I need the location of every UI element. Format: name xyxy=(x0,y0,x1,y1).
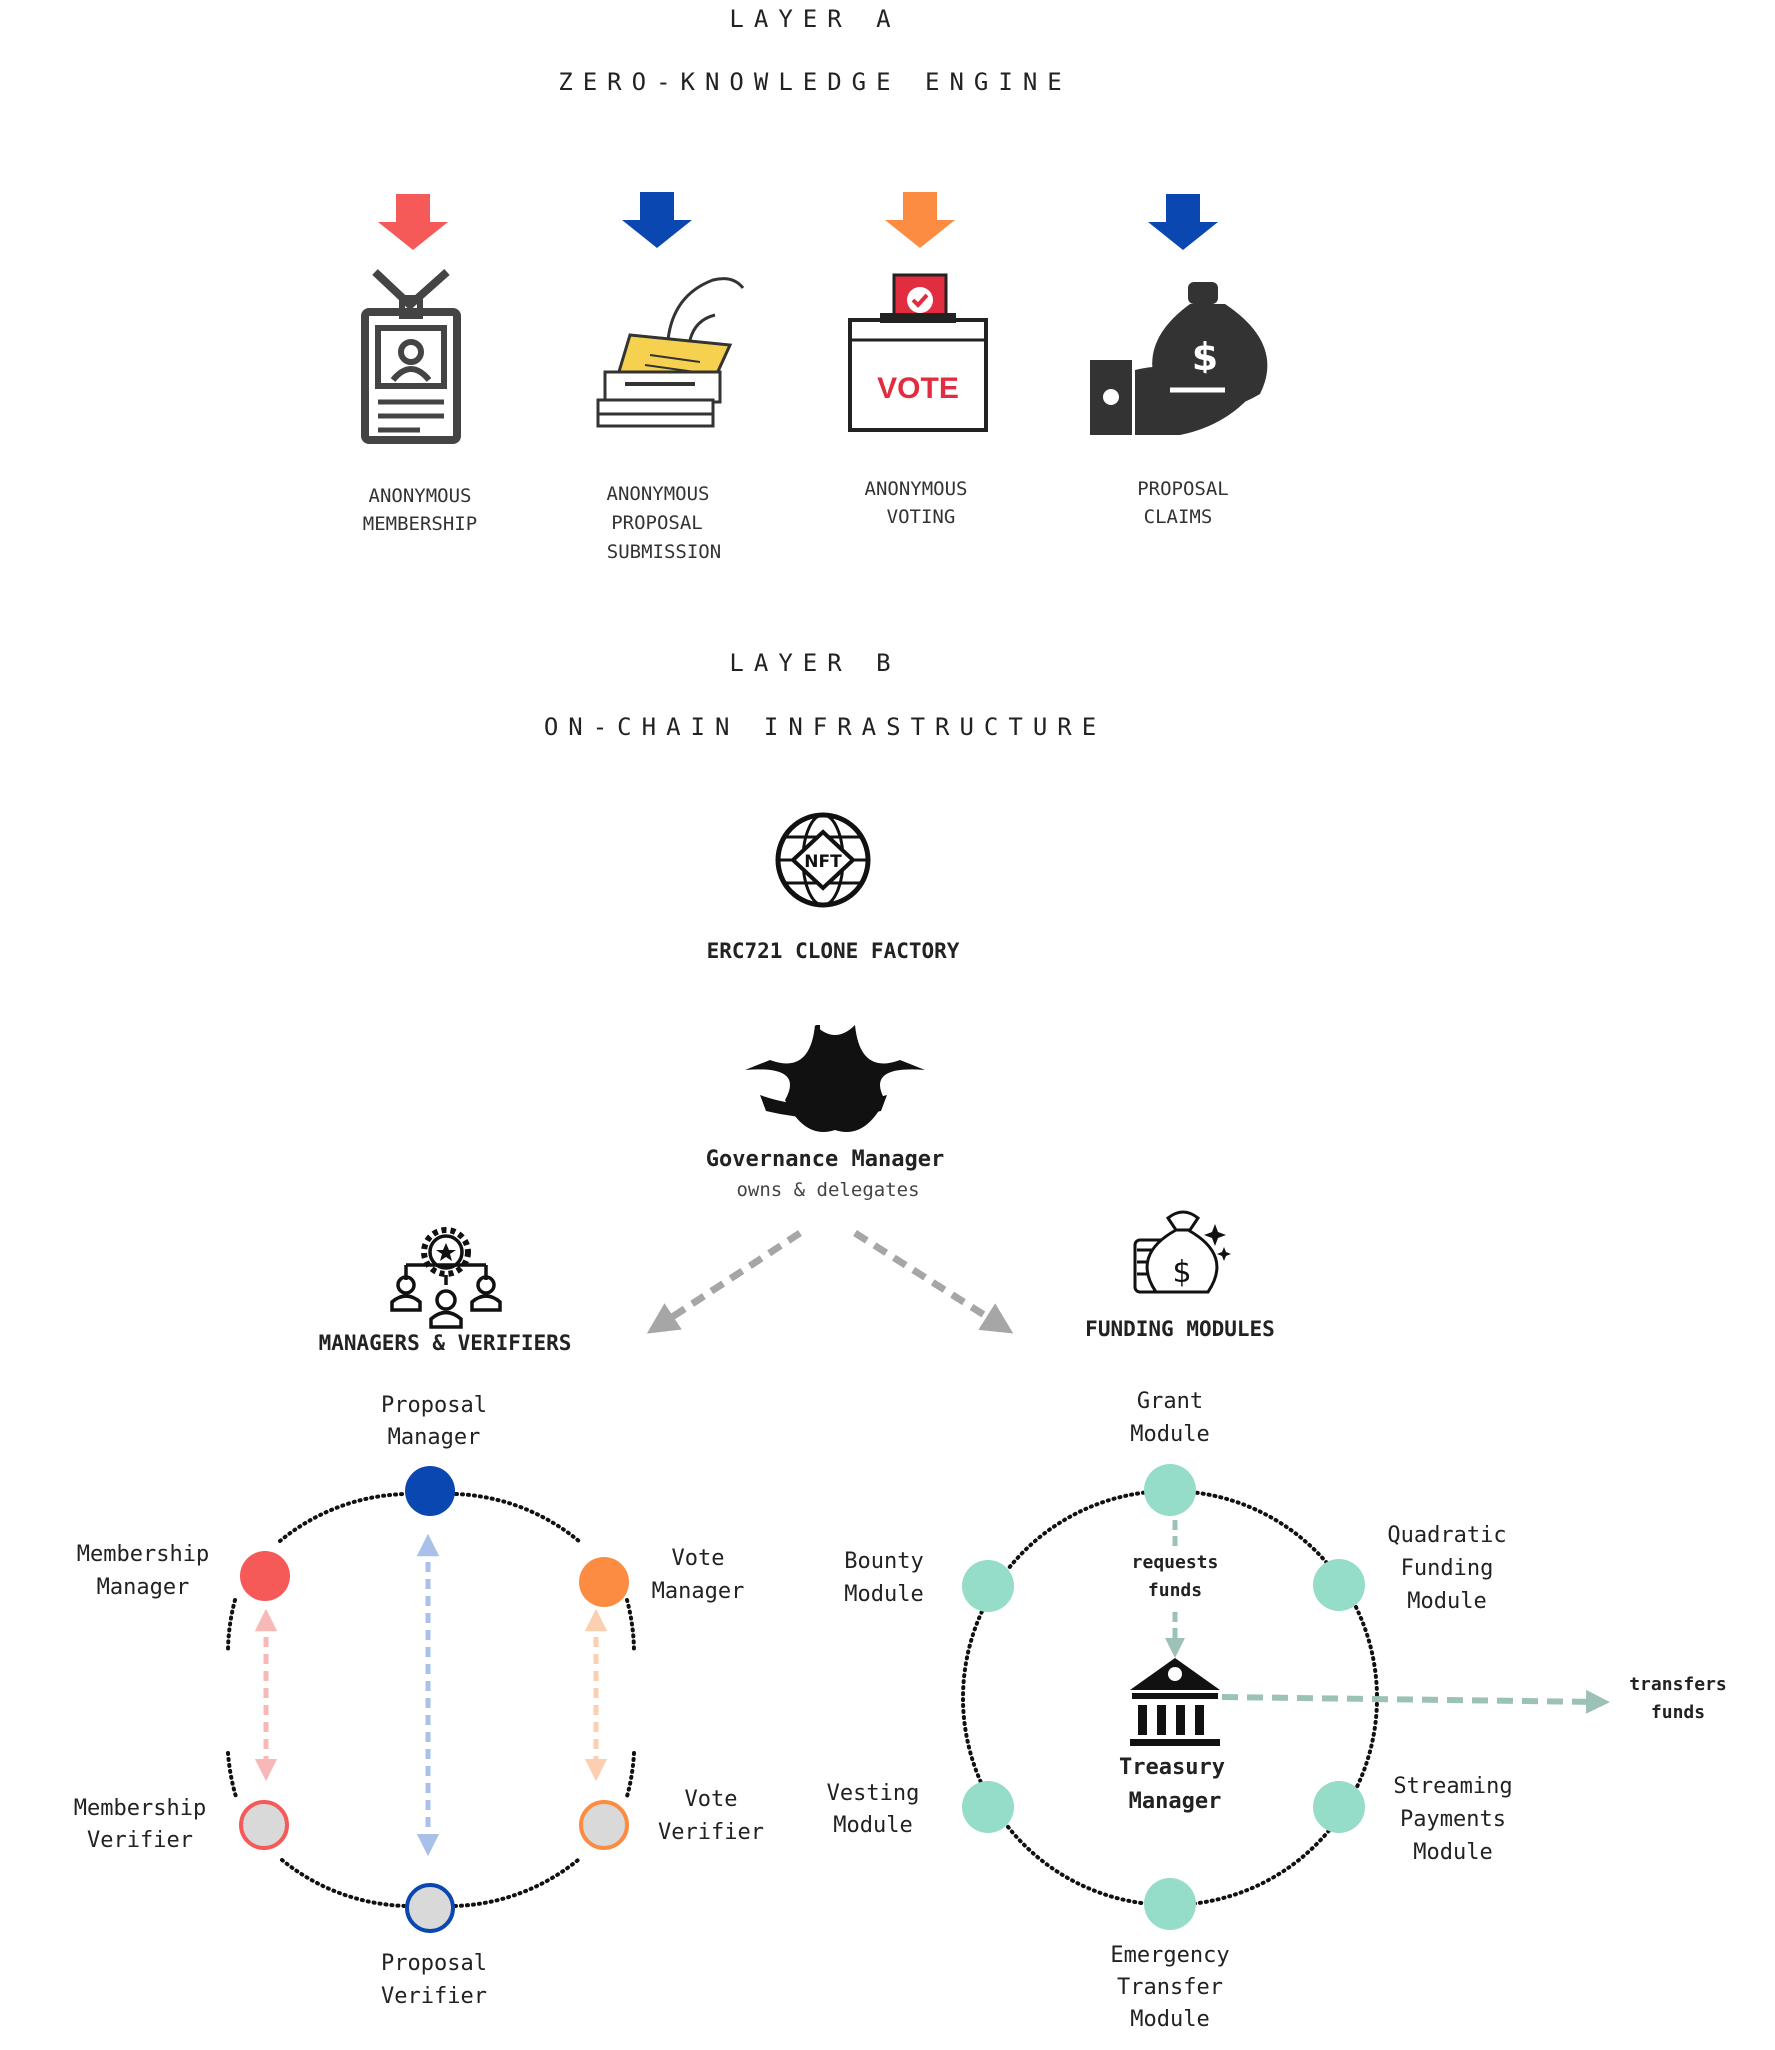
funding-modules-label: FUNDING MODULES xyxy=(1085,1317,1275,1341)
vesting-module-node[interactable] xyxy=(962,1781,1014,1833)
proposal-manager-label: Proposal Manager xyxy=(381,1393,487,1450)
bounty-module-node[interactable] xyxy=(962,1560,1014,1612)
grant-module-label: Grant Module xyxy=(1130,1389,1209,1447)
membership-manager-node[interactable] xyxy=(240,1551,290,1601)
emergency-transfer-module-node[interactable] xyxy=(1144,1878,1196,1930)
nft-globe-icon: NFT xyxy=(775,812,871,908)
feature-label-membership: ANONYMOUS MEMBERSHIP xyxy=(363,485,477,535)
treasury-manager-label: Treasury Manager xyxy=(1119,1755,1225,1814)
managers-ring xyxy=(226,1492,636,1908)
arrow-down-icon xyxy=(1148,194,1218,250)
delegation-arrow-left xyxy=(646,1230,802,1334)
layer-b-title: LAYER B xyxy=(729,649,900,677)
svg-text:$: $ xyxy=(1172,1255,1191,1290)
governance-manager-label: Governance Manager xyxy=(706,1147,944,1172)
transfers-funds-arrow xyxy=(1221,1689,1610,1714)
proposal-verifier-node[interactable] xyxy=(405,1883,455,1933)
emergency-transfer-module-label: Emergency Transfer Module xyxy=(1110,1943,1229,2032)
ballot-box-icon: VOTE xyxy=(848,273,988,432)
proposal-manager-node[interactable] xyxy=(405,1466,455,1516)
bank-icon xyxy=(1130,1658,1220,1746)
team-gear-icon xyxy=(390,1227,502,1329)
layer-a-title: LAYER A xyxy=(729,5,900,33)
feature-label-claims: PROPOSAL CLAIMS xyxy=(1137,478,1229,528)
quadratic-funding-module-node[interactable] xyxy=(1313,1559,1365,1611)
vote-manager-node[interactable] xyxy=(579,1557,629,1607)
grant-module-node[interactable] xyxy=(1144,1464,1196,1516)
membership-manager-label: Membership Manager xyxy=(77,1542,209,1600)
managers-verifiers-label: MANAGERS & VERIFIERS xyxy=(319,1331,572,1355)
delegation-arrow-right xyxy=(853,1230,1014,1334)
money-bag-hand-icon: $ xyxy=(1090,282,1268,435)
id-badge-icon xyxy=(361,269,461,444)
crown-icon xyxy=(745,1025,925,1132)
quadratic-funding-module-label: Quadratic Funding Module xyxy=(1387,1523,1506,1614)
proposal-verifier-label: Proposal Verifier xyxy=(381,1951,487,2009)
ballot-box-label: VOTE xyxy=(877,372,959,405)
bounty-module-label: Bounty Module xyxy=(844,1549,923,1607)
layer-a-subtitle: ZERO-KNOWLEDGE ENGINE xyxy=(558,68,1071,96)
layer-b-subtitle: ON-CHAIN INFRASTRUCTURE xyxy=(544,713,1106,741)
money-bag-icon: $ xyxy=(1133,1210,1231,1294)
vesting-module-label: Vesting Module xyxy=(827,1781,920,1838)
vote-verifier-node[interactable] xyxy=(579,1800,629,1850)
nft-badge-text: NFT xyxy=(804,852,842,872)
ballot-submission-icon xyxy=(596,277,745,428)
vote-manager-label: Vote Manager xyxy=(652,1546,745,1604)
governance-manager-sublabel: owns & delegates xyxy=(736,1179,919,1201)
arrow-down-icon xyxy=(378,194,448,250)
streaming-payments-module-label: Streaming Payments Module xyxy=(1393,1774,1512,1865)
membership-verifier-label: Membership Verifier xyxy=(74,1796,206,1853)
streaming-payments-module-node[interactable] xyxy=(1313,1781,1365,1833)
membership-verifier-node[interactable] xyxy=(239,1800,289,1850)
vote-verifier-label: Vote Verifier xyxy=(658,1787,764,1845)
arrow-down-icon xyxy=(885,192,955,248)
feature-label-proposal-submission: ANONYMOUS PROPOSAL SUBMISSION xyxy=(607,483,722,563)
transfers-funds-label: transfers funds xyxy=(1629,1674,1727,1723)
feature-label-voting: ANONYMOUS VOTING xyxy=(865,478,968,528)
erc721-factory-label: ERC721 CLONE FACTORY xyxy=(707,939,960,963)
arrow-down-icon xyxy=(622,192,692,248)
requests-funds-label: requests funds xyxy=(1132,1552,1219,1601)
